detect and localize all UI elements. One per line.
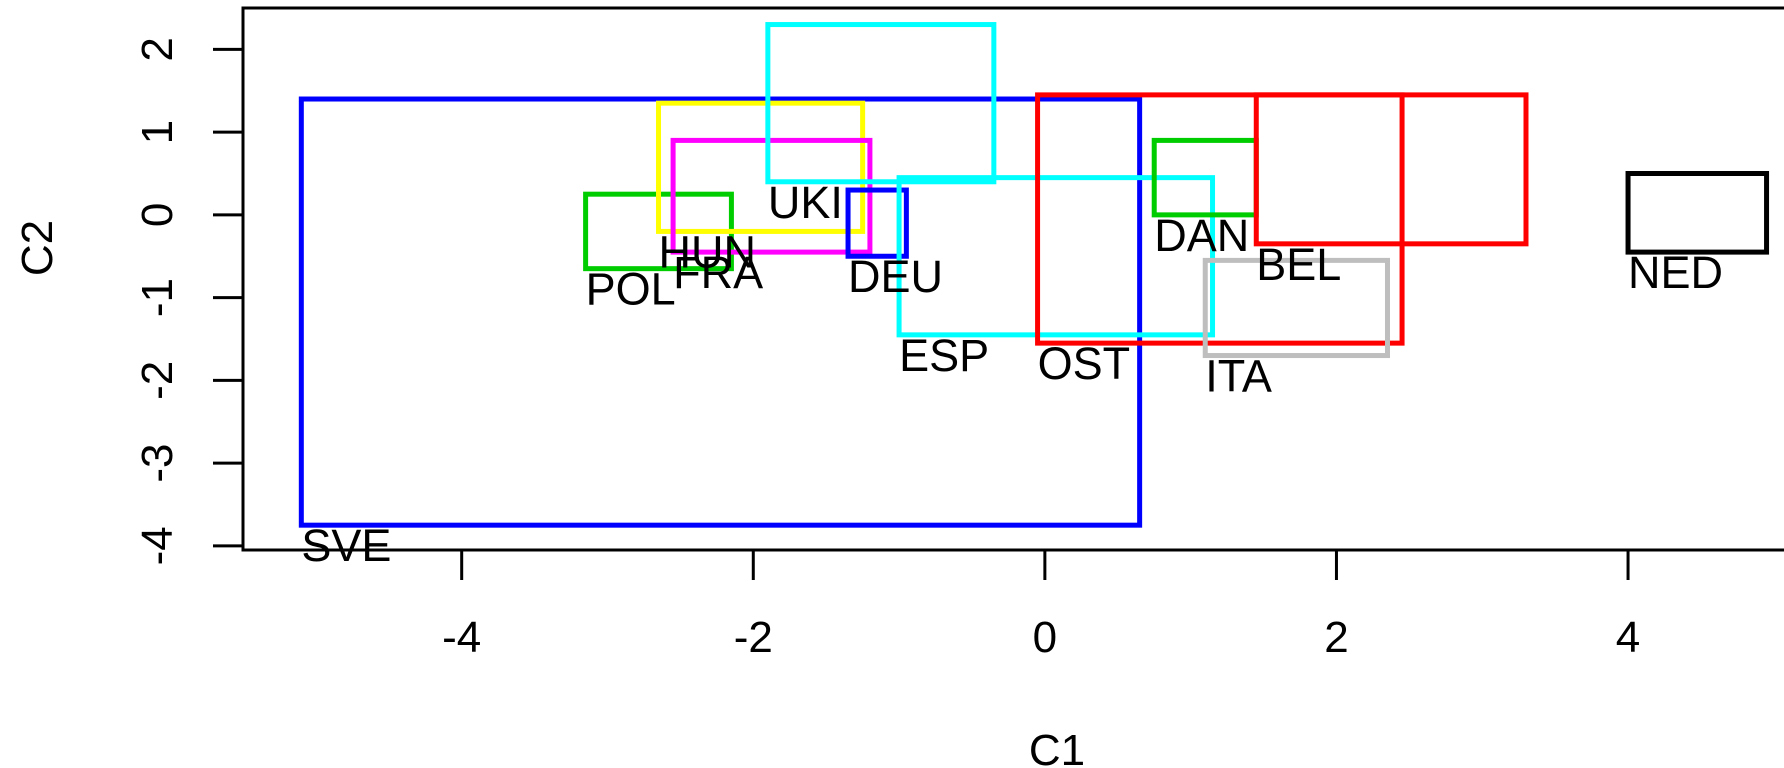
rect-label-esp: ESP <box>899 330 989 381</box>
y-tick-label: -2 <box>133 361 182 400</box>
rect-bel <box>1253 92 1529 247</box>
rect-uki <box>765 22 997 185</box>
x-tick-label: -4 <box>442 613 481 662</box>
rect-label-ita: ITA <box>1205 351 1272 402</box>
rect-label-deu: DEU <box>848 251 943 302</box>
data-rectangles <box>298 22 1770 528</box>
y-tick-label: -1 <box>133 278 182 317</box>
x-tick-label: 4 <box>1616 613 1640 662</box>
rect-ita <box>1202 257 1390 359</box>
y-tick-label: -3 <box>133 444 182 483</box>
rect-esp <box>896 175 1216 338</box>
rect-label-ned: NED <box>1628 247 1723 298</box>
rect-ost <box>1035 92 1405 346</box>
rect-label-bel: BEL <box>1256 239 1341 290</box>
rect-label-dan: DAN <box>1154 210 1249 261</box>
rect-fra <box>670 137 873 255</box>
x-axis-label: C1 <box>1029 726 1085 768</box>
y-tick-label: 2 <box>133 37 182 61</box>
rect-label-ost: OST <box>1038 338 1131 389</box>
x-axis: -4 -2 0 2 4 <box>442 548 1640 662</box>
x-tick-label: -2 <box>734 613 773 662</box>
rect-label-uki: UKI <box>768 177 843 228</box>
y-tick-label: -4 <box>133 526 182 565</box>
rect-label-pol: POL <box>586 264 676 315</box>
plot-area-border <box>241 6 1784 552</box>
rect-deu <box>845 187 909 259</box>
y-axis-label: C2 <box>13 220 62 276</box>
x-tick-label: 2 <box>1324 613 1348 662</box>
rect-ned <box>1625 170 1770 255</box>
rect-label-hun: HUN <box>659 226 757 277</box>
rect-sve <box>298 96 1143 528</box>
rect-hun <box>656 100 866 234</box>
rect-label-sve: SVE <box>301 520 391 571</box>
y-tick-label: 1 <box>133 120 182 144</box>
rect-label-fra: FRA <box>673 247 763 298</box>
x-tick-label: 0 <box>1033 613 1057 662</box>
y-axis: -4 -3 -2 -1 0 1 2 <box>133 37 245 565</box>
y-tick-label: 0 <box>133 203 182 227</box>
